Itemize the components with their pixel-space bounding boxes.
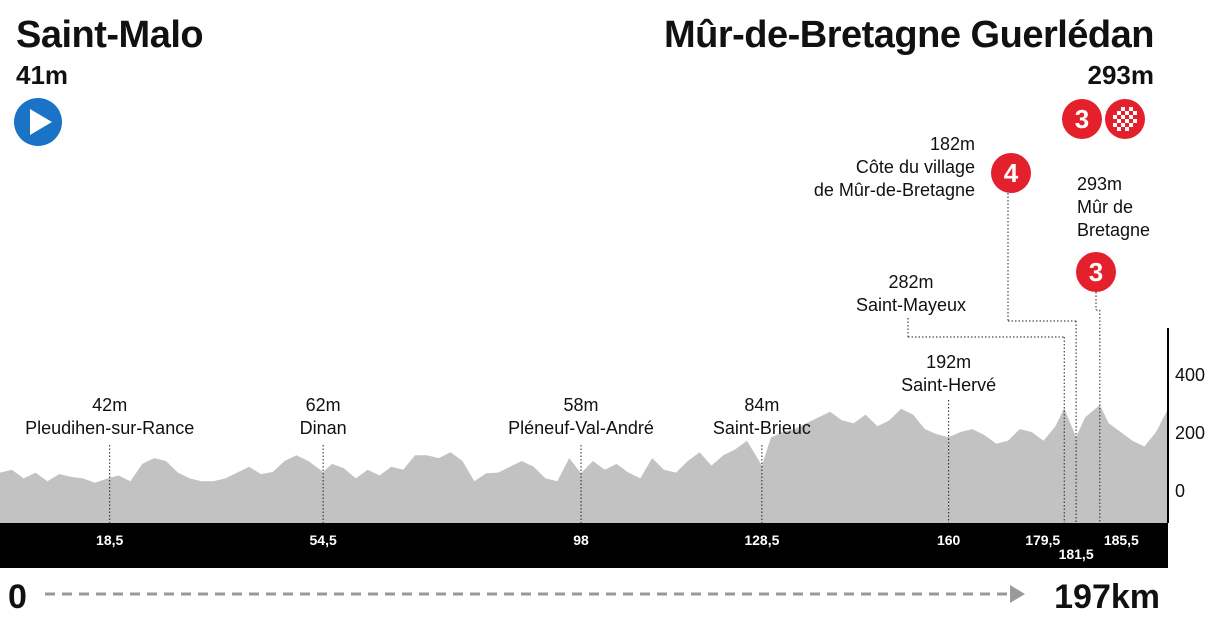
km-label: 179,5 — [1025, 532, 1060, 548]
waypoint-name: Pleudihen-sur-Rance — [25, 418, 194, 438]
distance-start-label: 0 — [8, 578, 27, 616]
high-point-altitude: 182m — [930, 134, 975, 154]
y-tick-label: 200 — [1175, 423, 1205, 443]
start-altitude: 41m — [16, 60, 69, 90]
waypoint-name: Saint-Brieuc — [713, 418, 811, 438]
checker-square — [1121, 107, 1125, 111]
high-point-name: Côte du village — [856, 157, 975, 177]
profile-area — [0, 405, 1168, 523]
y-tick-label: 400 — [1175, 365, 1205, 385]
high-point-name: Saint-Mayeux — [856, 295, 966, 315]
km-label: 160 — [937, 532, 961, 548]
checker-square — [1129, 123, 1133, 127]
km-label: 18,5 — [96, 532, 123, 548]
climb-badge-cat4 — [991, 153, 1031, 193]
checker-square — [1129, 107, 1133, 111]
km-label: 128,5 — [744, 532, 779, 548]
distance-end-label: 197km — [1054, 578, 1160, 616]
km-label: 185,5 — [1104, 532, 1139, 548]
checker-square — [1125, 111, 1129, 115]
checker-square — [1125, 127, 1129, 131]
distance-band — [0, 523, 1168, 568]
finish-category-badge — [1062, 99, 1102, 139]
waypoint-altitude: 84m — [744, 395, 779, 415]
finish-altitude: 293m — [1087, 60, 1155, 90]
y-tick-label: 0 — [1175, 481, 1185, 501]
climb-badge-cat4-label: 4 — [1004, 158, 1019, 188]
finish-category-badge-label: 3 — [1075, 104, 1089, 134]
climb-badge-cat3 — [1076, 252, 1116, 292]
checker-square — [1125, 119, 1129, 123]
start-name: Saint-Malo — [16, 14, 204, 56]
waypoint-altitude: 58m — [564, 395, 599, 415]
high-point-name: de Mûr-de-Bretagne — [814, 180, 975, 200]
waypoint-altitude: 62m — [306, 395, 341, 415]
checker-square — [1117, 111, 1121, 115]
waypoint-name: Pléneuf-Val-André — [508, 418, 654, 438]
high-point-name: Bretagne — [1077, 220, 1150, 240]
waypoint-name: Dinan — [300, 418, 347, 438]
checker-square — [1133, 111, 1137, 115]
play-icon-triangle — [30, 109, 52, 135]
climb-badge-cat3-label: 3 — [1089, 257, 1103, 287]
high-point-name: Mûr de — [1077, 197, 1133, 217]
high-point-altitude: 293m — [1077, 174, 1122, 194]
checker-square — [1117, 127, 1121, 131]
checker-square — [1133, 119, 1137, 123]
checker-square — [1121, 115, 1125, 119]
km-label: 98 — [573, 532, 589, 548]
waypoint-altitude: 192m — [926, 352, 971, 372]
checker-square — [1117, 119, 1121, 123]
checker-square — [1113, 123, 1117, 127]
finish-name: Mûr-de-Bretagne Guerlédan — [663, 14, 1155, 56]
waypoint-name: Saint-Hervé — [901, 375, 996, 395]
checkered-flag-pattern — [1113, 107, 1137, 131]
km-label: 54,5 — [310, 532, 337, 548]
distance-arrow-head — [1010, 585, 1025, 603]
high-point-altitude: 282m — [888, 272, 933, 292]
waypoint-altitude: 42m — [92, 395, 127, 415]
checker-square — [1113, 115, 1117, 119]
checker-square — [1129, 115, 1133, 119]
km-label: 181,5 — [1059, 546, 1094, 562]
checker-square — [1121, 123, 1125, 127]
